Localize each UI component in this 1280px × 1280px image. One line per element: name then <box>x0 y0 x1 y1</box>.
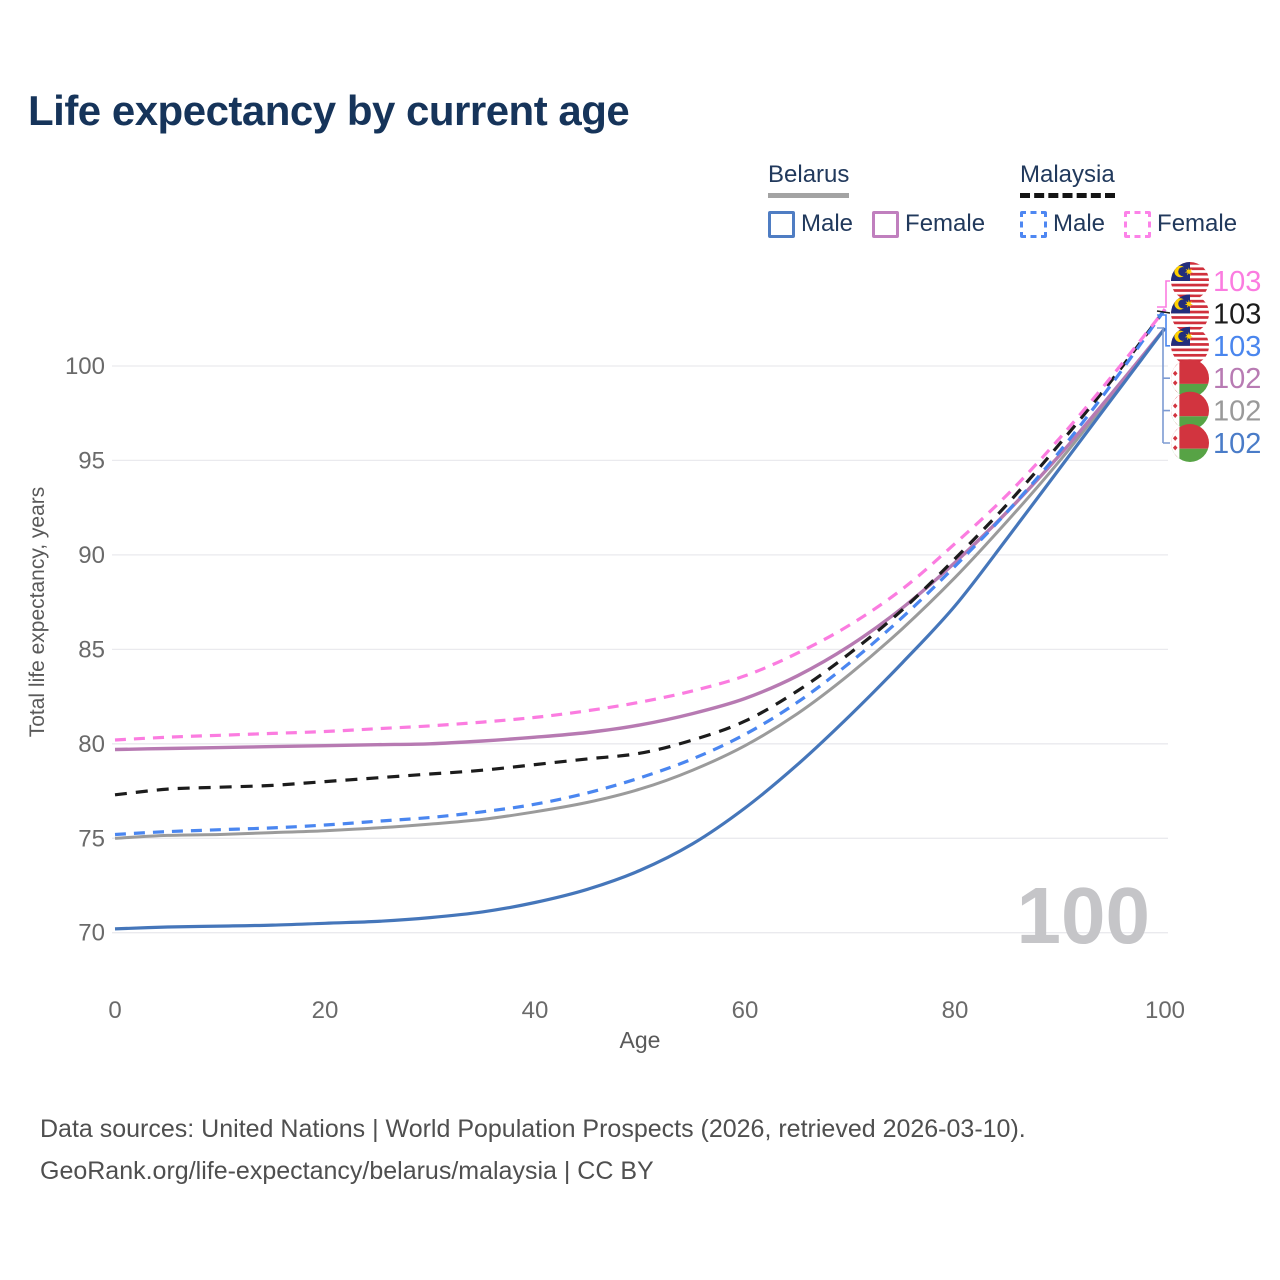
legend-items-malaysia: Male Female <box>1020 210 1237 238</box>
end-value-label: 103 <box>1213 298 1261 330</box>
age-watermark: 100 <box>1017 871 1150 960</box>
legend-item-label: Female <box>1157 210 1238 238</box>
leader-line <box>1157 280 1170 308</box>
legend-items-belarus: Male Female <box>768 210 985 238</box>
belarus-male-swatch-icon <box>768 210 795 238</box>
legend-item-malaysia-female[interactable]: Female <box>1124 210 1237 238</box>
y-tick-label: 80 <box>78 731 105 758</box>
legend-group-belarus: Belarus Male Female <box>768 161 985 238</box>
legend-item-label: Female <box>905 210 986 238</box>
legend-belarus-title: Belarus <box>768 161 850 199</box>
belarus-flag-icon <box>1171 359 1209 398</box>
end-value-label: 102 <box>1213 363 1261 395</box>
y-tick-label: 90 <box>78 542 105 569</box>
malaysia-male-swatch-icon <box>1020 210 1047 238</box>
legend-item-label: Male <box>801 210 854 238</box>
series-line-malaysia-male <box>114 308 1167 837</box>
legend-group-malaysia: Malaysia Male Female <box>1020 161 1237 238</box>
leader-line <box>1157 314 1170 347</box>
x-axis-title: Age <box>620 1027 661 1053</box>
series-line-malaysia-female <box>114 308 1167 742</box>
legend-item-malaysia-male[interactable]: Male <box>1020 210 1105 238</box>
belarus-flag-icon <box>1171 391 1209 430</box>
end-value-label: 103 <box>1213 266 1261 298</box>
x-tick-label: 20 <box>312 997 339 1024</box>
footer-data-sources: Data sources: United Nations | World Pop… <box>40 1115 1026 1143</box>
y-tick-label: 95 <box>78 447 105 474</box>
series-line-belarus-male <box>114 327 1167 931</box>
legend-item-belarus-male[interactable]: Male <box>768 210 853 238</box>
footer-attribution: GeoRank.org/life-expectancy/belarus/mala… <box>40 1157 654 1185</box>
legend-malaysia-title: Malaysia <box>1020 161 1115 199</box>
end-value-label: 103 <box>1213 331 1261 363</box>
series-line-belarus-total <box>114 327 1167 840</box>
end-value-label: 102 <box>1213 428 1261 460</box>
leader-line <box>1157 327 1170 444</box>
footer: Data sources: United Nations | World Pop… <box>40 1108 1026 1192</box>
legend-item-belarus-female[interactable]: Female <box>872 210 985 238</box>
legend-item-label: Male <box>1053 210 1106 238</box>
end-value-label: 102 <box>1213 396 1261 428</box>
belarus-female-swatch-icon <box>872 210 900 238</box>
page-title: Life expectancy by current age <box>28 87 630 134</box>
y-axis-title: Total life expectancy, years <box>26 487 49 738</box>
x-tick-label: 60 <box>732 997 759 1024</box>
y-tick-label: 75 <box>78 825 105 852</box>
y-tick-label: 70 <box>78 920 105 947</box>
x-tick-label: 80 <box>942 997 969 1024</box>
x-tick-label: 100 <box>1145 997 1185 1024</box>
leader-line <box>1156 310 1171 314</box>
y-tick-label: 85 <box>78 636 105 663</box>
x-tick-label: 40 <box>522 997 549 1024</box>
y-tick-label: 100 <box>65 353 105 380</box>
x-tick-label: 0 <box>108 997 121 1024</box>
series-line-malaysia-total <box>114 308 1167 797</box>
malaysia-female-swatch-icon <box>1124 210 1152 238</box>
belarus-flag-icon <box>1171 424 1209 462</box>
